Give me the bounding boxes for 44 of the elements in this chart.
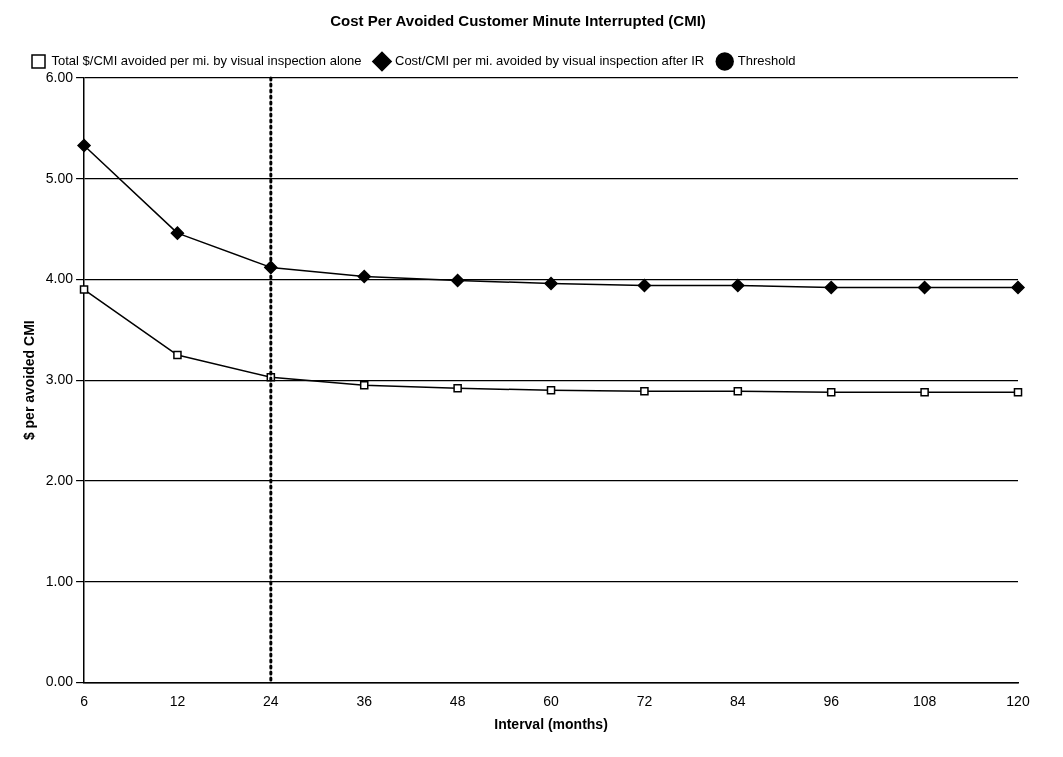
x-tick-label: 12: [169, 692, 186, 709]
x-tick-label: 96: [823, 692, 840, 709]
y-axis-title: $ per avoided CMI: [21, 320, 38, 441]
y-tick-label: 6.00: [45, 68, 74, 85]
legend-label: Cost/CMI per mi. avoided by visual inspection after IR: [394, 53, 705, 69]
x-tick-label: 48: [449, 692, 466, 709]
y-tick-label: 5.00: [45, 169, 74, 186]
y-tick-label: 2.00: [45, 471, 74, 488]
x-tick-label: 120: [1006, 692, 1030, 709]
point: [79, 285, 89, 294]
point: [917, 280, 932, 295]
point: [546, 385, 556, 395]
x-tick-label: 36: [356, 692, 373, 709]
point: [826, 388, 836, 397]
x-tick-label: 6: [80, 692, 89, 709]
legend-label: Total $/CMI avoided per mi. by visual inspection alone: [51, 53, 362, 69]
y-tick-label: 1.00: [45, 572, 74, 589]
x-tick-label: 72: [636, 692, 653, 709]
point: [173, 350, 182, 360]
point: [453, 383, 462, 393]
point: [359, 380, 369, 390]
point: [731, 278, 745, 293]
point: [170, 226, 185, 240]
y-tick-label: 0.00: [45, 673, 74, 690]
point: [77, 138, 91, 153]
point: [733, 387, 743, 396]
x-tick-label: 60: [543, 692, 560, 709]
x-tick-label: 108: [912, 692, 937, 709]
point: [1013, 388, 1023, 397]
point: [357, 269, 371, 284]
point: [544, 276, 558, 291]
point: [1011, 280, 1025, 295]
point: [824, 280, 838, 295]
chart-title: Cost Per Avoided Customer Minute Interrupted (CMI): [330, 12, 706, 30]
point: [920, 388, 929, 397]
legend-label: Threshold: [737, 53, 796, 69]
point: [637, 278, 652, 293]
y-tick-label: 3.00: [45, 371, 74, 388]
point: [640, 387, 649, 396]
y-tick-label: 4.00: [45, 270, 74, 287]
point: [450, 273, 465, 288]
x-axis-title: Interval (months): [494, 716, 608, 733]
x-tick-label: 24: [263, 692, 279, 709]
x-tick-label: 84: [730, 692, 746, 709]
